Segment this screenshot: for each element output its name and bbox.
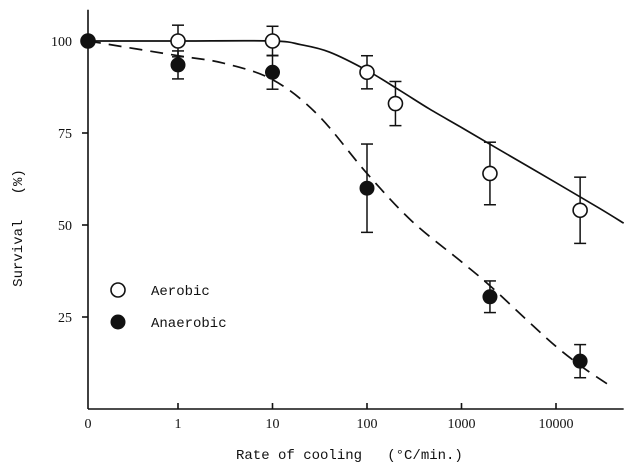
y-tick-label: 25 [58,311,72,326]
x-tick-label: 0 [85,417,92,432]
aerobic-point [387,95,404,112]
y-tick-label: 75 [58,127,72,142]
aerobic-point [482,165,498,182]
anaerobic-point [170,57,186,73]
y-axis-label: Survival (%) [11,169,27,287]
y-tick-label: 100 [51,35,72,50]
aerobic-point [170,33,186,49]
legend-aerobic-marker [110,282,126,298]
x-tick-label: 1 [175,417,182,432]
legend-anaerobic-marker [110,314,126,330]
aerobic-point [264,33,281,49]
x-tick-label: 1000 [448,417,476,432]
legend: Aerobic Anaerobic [110,282,227,332]
x-tick-label: 10 [266,417,280,432]
anaerobic-curve [87,40,613,388]
anaerobic-point [265,64,280,80]
aerobic-curve [88,39,625,224]
anaerobic-point [482,289,498,305]
x-tick-label: 10000 [539,417,574,432]
anaerobic-point [80,33,96,49]
anaerobic-point [572,353,588,369]
x-tick-label: 100 [357,417,378,432]
legend-anaerobic-label: Anaerobic [151,316,227,332]
legend-aerobic-label: Aerobic [151,284,210,300]
aerobic-point [359,64,375,81]
aerobic-point [572,202,588,219]
y-tick-label: 50 [58,219,72,234]
x-axis-label: Rate of cooling (°C/min.) [236,448,463,464]
anaerobic-point [359,180,375,196]
